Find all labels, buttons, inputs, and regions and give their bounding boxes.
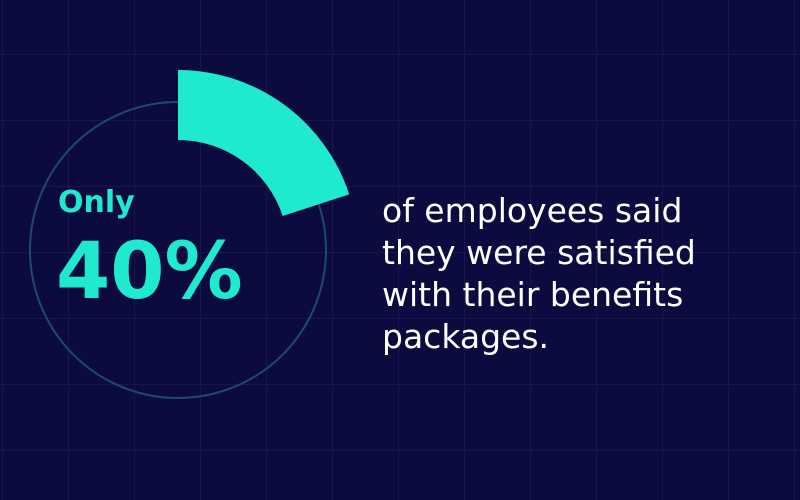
ring-arc: [178, 70, 350, 216]
badge-value: 40%: [56, 227, 243, 317]
statement-line: of employees said: [382, 191, 682, 230]
statement-line: they were satisfied: [382, 233, 696, 272]
statement-line: with their benefits: [382, 275, 683, 314]
badge-prefix: Only: [58, 185, 135, 220]
statement-line: packages.: [382, 317, 549, 356]
